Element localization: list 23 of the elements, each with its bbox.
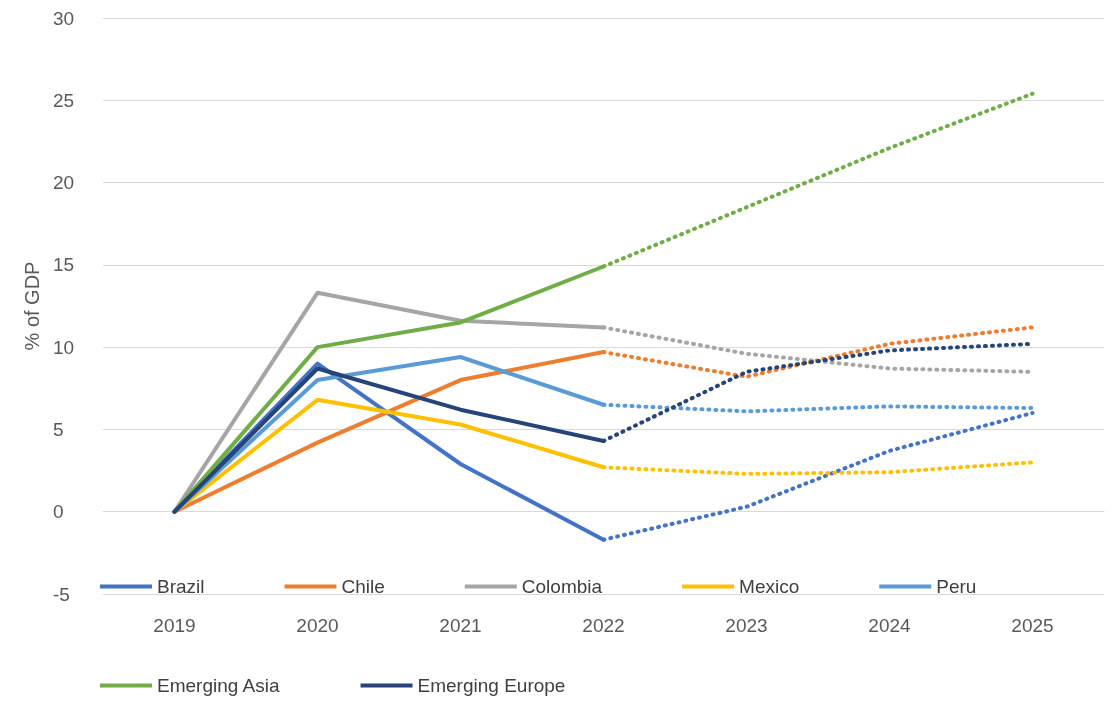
- y-tick-label: 10: [53, 336, 75, 358]
- legend-label: Brazil: [157, 576, 205, 597]
- x-tick-label: 2025: [1011, 615, 1054, 636]
- legend-label: Chile: [341, 576, 385, 597]
- legend-label: Colombia: [521, 576, 603, 597]
- x-tick-label: 2022: [582, 615, 625, 636]
- legend-label: Emerging Europe: [417, 675, 566, 696]
- y-tick-label: 5: [53, 418, 64, 440]
- x-tick-label: 2019: [153, 615, 196, 636]
- x-tick-label: 2020: [296, 615, 339, 636]
- legend-label: Peru: [936, 576, 977, 597]
- y-tick-label: 15: [53, 254, 75, 276]
- x-tick-label: 2023: [725, 615, 768, 636]
- y-axis-title: % of GDP: [21, 261, 44, 351]
- y-tick-label: 20: [53, 172, 75, 194]
- legend-label: Emerging Asia: [157, 675, 280, 696]
- legend-label: Mexico: [739, 576, 800, 597]
- y-tick-label: -5: [53, 583, 70, 605]
- y-tick-label: 30: [53, 7, 75, 29]
- x-tick-label: 2021: [439, 615, 482, 636]
- y-tick-label: 25: [53, 89, 75, 111]
- x-tick-label: 2024: [868, 615, 912, 636]
- y-tick-label: 0: [53, 501, 64, 523]
